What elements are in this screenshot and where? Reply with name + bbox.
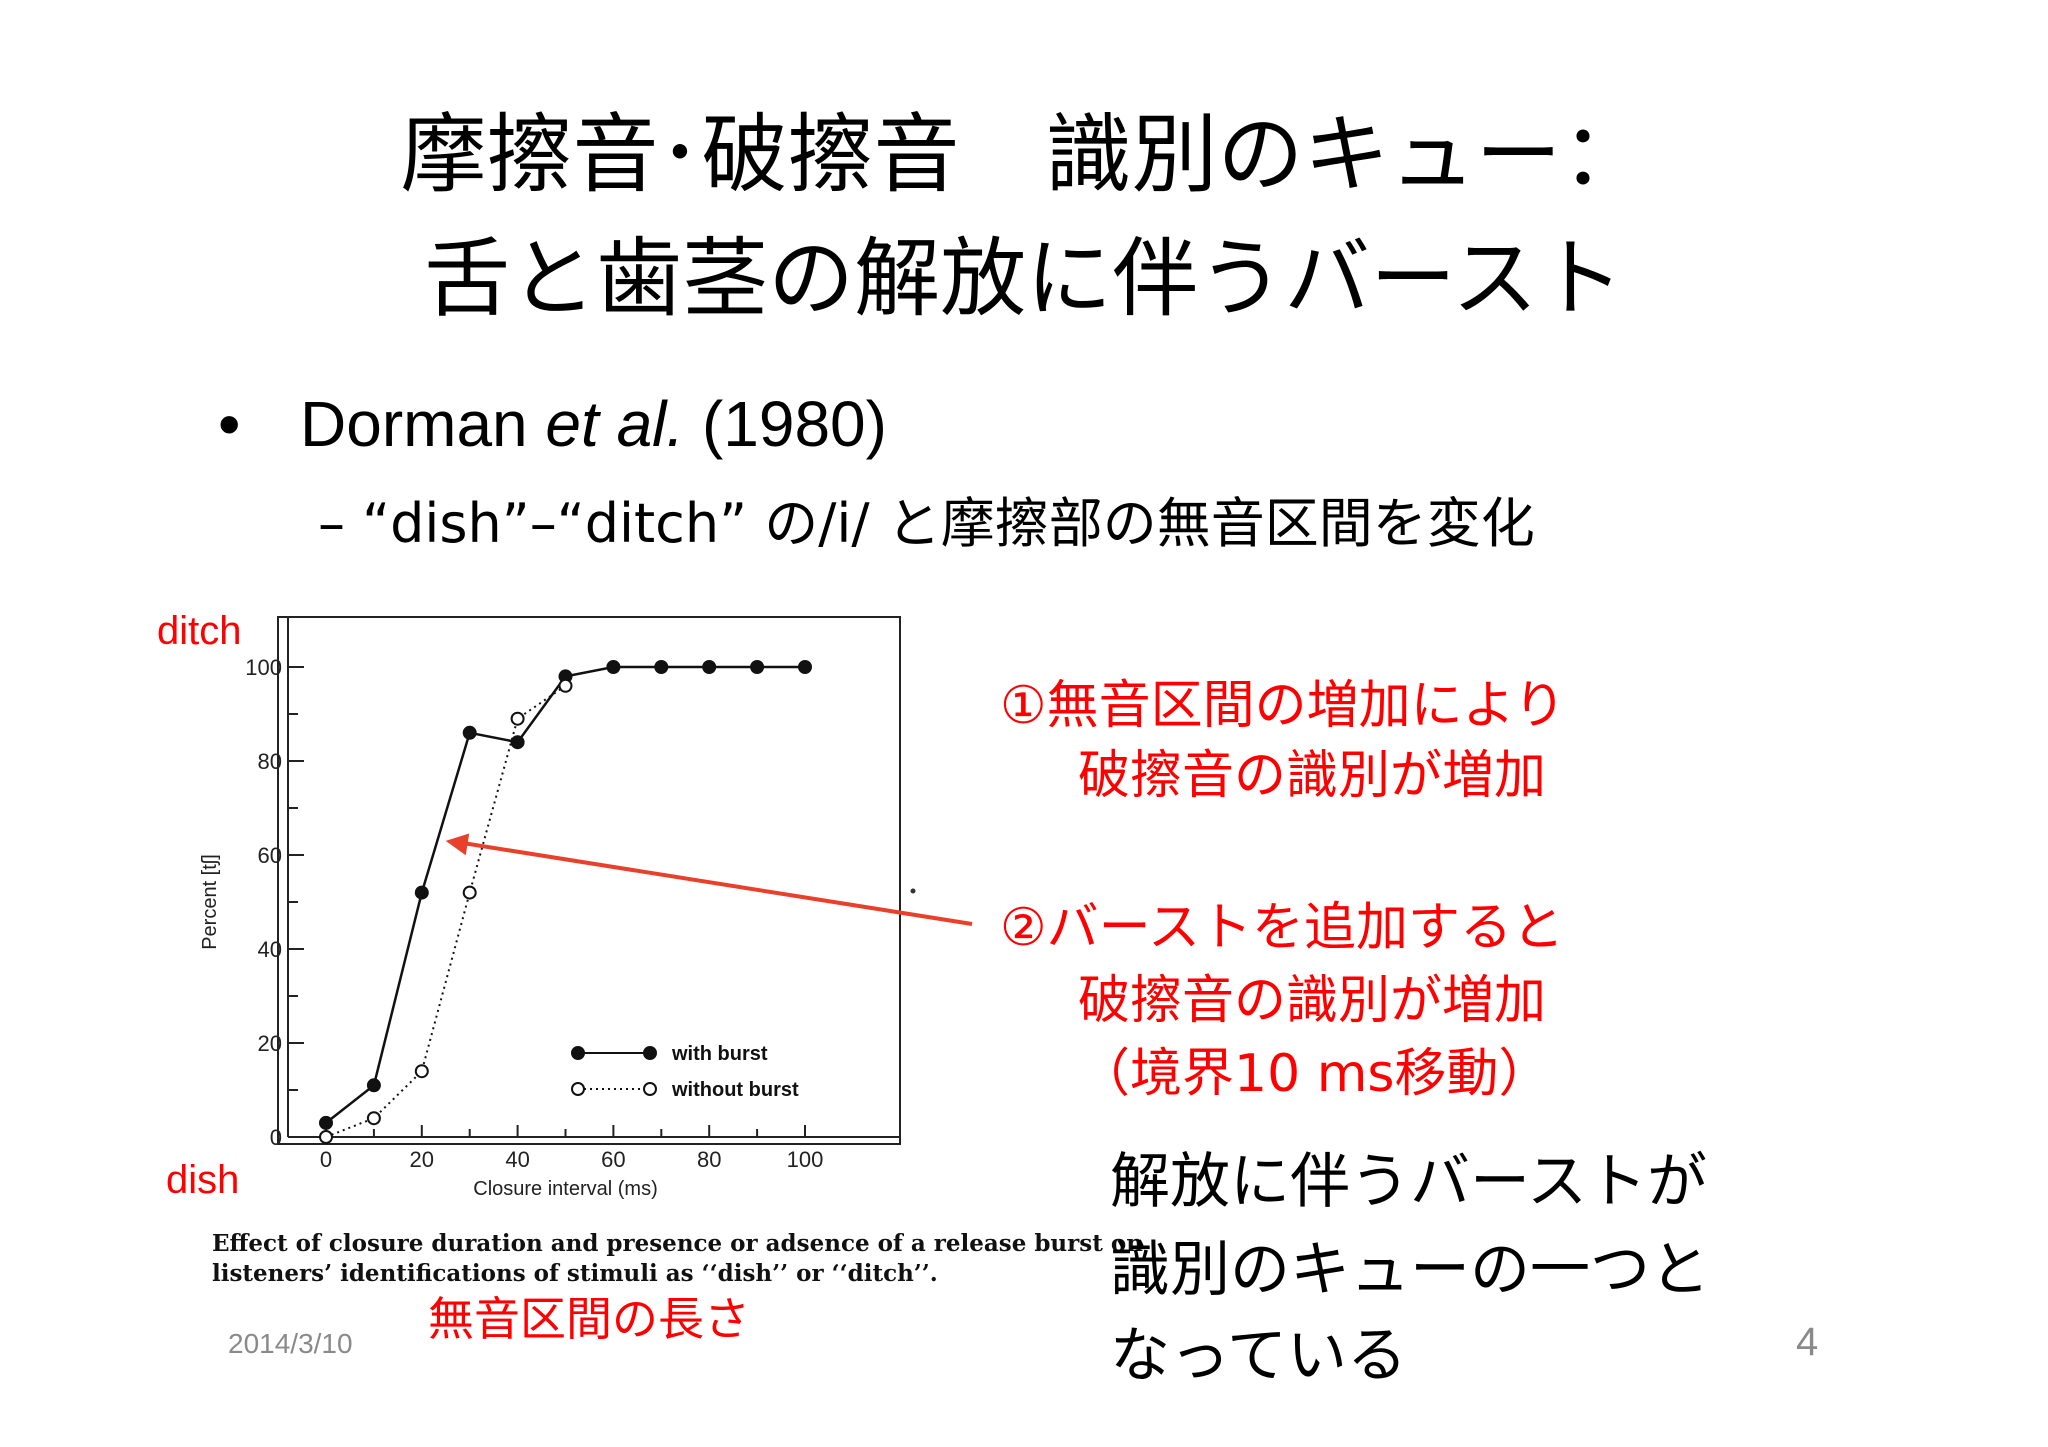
annotation-arrow-head-icon xyxy=(445,833,470,856)
figure-caption-line-1: Effect of closure duration and presence … xyxy=(212,1230,1143,1257)
x-axis-title: Closure interval (ms) xyxy=(473,1178,657,1200)
stray-dot xyxy=(910,888,916,894)
data-point-without-burst xyxy=(414,1064,429,1079)
slide-title-line-2: 舌と歯茎の解放に伴うバースト xyxy=(424,229,1624,329)
data-point-with-burst xyxy=(366,1078,381,1093)
bullet-year: (1980) xyxy=(684,388,887,460)
conclusion-line-2: 識別のキューの一つと xyxy=(1110,1235,1710,1305)
x-tick-label: 80 xyxy=(697,1147,721,1172)
bullet-dorman: • Dorman et al. (1980) xyxy=(218,392,887,456)
annotation-1-line-1: ①無音区間の増加により xyxy=(1000,676,1566,736)
y-axis-title: Percent [tʃ] xyxy=(199,854,221,950)
data-point-with-burst xyxy=(702,660,717,674)
data-point-without-burst xyxy=(510,711,525,726)
annotation-2-line-1: ②バーストを追加すると xyxy=(1000,898,1565,958)
data-point-with-burst xyxy=(654,660,669,674)
y-tick-label: 60 xyxy=(258,843,282,868)
figure-caption-line-2: listeners’ identifications of stimuli as… xyxy=(212,1260,938,1287)
data-point-with-burst xyxy=(798,660,812,674)
x-tick-label: 0 xyxy=(320,1147,332,1172)
data-point-without-burst xyxy=(366,1111,381,1126)
legend-marker xyxy=(571,1046,585,1060)
data-point-without-burst xyxy=(558,678,573,693)
conclusion-line-3: なっている xyxy=(1110,1321,1407,1391)
bullet-dot-icon: • xyxy=(218,388,241,460)
y-tick-label: 40 xyxy=(258,937,282,962)
slide-title-line-1: 摩擦音･破擦音 識別のキュー： xyxy=(400,105,1648,205)
y-tick-label: 100 xyxy=(245,655,282,680)
legend-marker xyxy=(643,1082,657,1096)
data-point-with-burst xyxy=(510,735,525,750)
data-point-with-burst xyxy=(606,660,621,674)
label-ditch: ditch xyxy=(157,609,242,653)
series-line-without-burst xyxy=(325,684,567,1138)
plot-frame xyxy=(277,616,901,1145)
data-point-with-burst xyxy=(319,1115,333,1130)
annotation-arrow-line xyxy=(455,839,973,926)
bullet-author: Dorman xyxy=(300,388,546,460)
bullet-et-al: et al. xyxy=(545,388,685,460)
annotation-1-line-2: 破擦音の識別が増加 xyxy=(1078,746,1547,806)
x-tick-label: 100 xyxy=(787,1147,824,1172)
x-tick-label: 20 xyxy=(410,1147,434,1172)
label-dish: dish xyxy=(166,1158,240,1202)
slide-date: 2014/3/10 xyxy=(228,1328,353,1359)
annotation-2-line-3: （境界10 ms移動） xyxy=(1078,1044,1551,1104)
y-tick-label: 0 xyxy=(270,1125,282,1150)
legend-marker xyxy=(643,1046,657,1060)
x-tick-label: 40 xyxy=(505,1147,529,1172)
data-point-without-burst xyxy=(462,885,477,900)
annotation-2-line-2: 破擦音の識別が増加 xyxy=(1078,971,1547,1031)
data-point-without-burst xyxy=(319,1130,333,1144)
xaxis-note: 無音区間の長さ xyxy=(428,1292,750,1346)
sub-bullet-description: – “dish”–“ditch” の/i/ と摩擦部の無音区間を変化 xyxy=(318,492,1535,555)
conclusion-line-1: 解放に伴うバーストが xyxy=(1110,1147,1707,1217)
legend-label: without burst xyxy=(671,1079,799,1101)
slide-page-number: 4 xyxy=(1796,1320,1819,1364)
legend-marker xyxy=(571,1082,585,1096)
legend-label: with burst xyxy=(671,1043,768,1065)
y-tick-label: 80 xyxy=(258,749,282,774)
y-tick-label: 20 xyxy=(258,1031,282,1056)
data-point-with-burst xyxy=(750,660,765,674)
data-point-with-burst xyxy=(462,725,477,740)
x-tick-label: 60 xyxy=(601,1147,625,1172)
data-point-with-burst xyxy=(414,885,429,900)
